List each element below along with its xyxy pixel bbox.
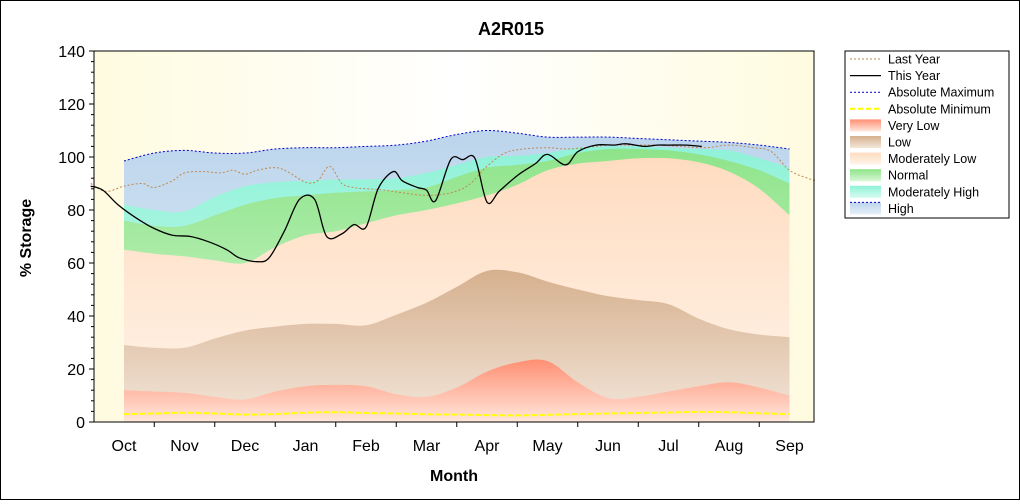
y-tick-label: 120 [58, 97, 85, 114]
x-tick-label: Jul [658, 438, 678, 455]
x-tick-label: Apr [475, 438, 501, 455]
y-tick-label: 140 [58, 44, 85, 61]
this-year-line [90, 143, 702, 263]
y-tick-label: 40 [67, 309, 85, 326]
y-tick-label: 60 [67, 256, 85, 273]
chart-title: A2R015 [478, 19, 544, 39]
x-tick-label: May [532, 438, 562, 455]
absolute-minimum-line [123, 410, 790, 417]
x-tick-label: Nov [170, 438, 198, 455]
y-tick-label: 0 [76, 415, 85, 432]
y-axis-label: % Storage [18, 199, 35, 277]
y-tick-label: 20 [67, 362, 85, 379]
plot-border [93, 50, 815, 423]
x-tick-label: Aug [715, 438, 743, 455]
legend-label-absolute-maximum: Absolute Maximum [888, 86, 994, 100]
legend-label-this-year: This Year [888, 69, 940, 83]
x-tick-label: Oct [112, 438, 137, 455]
x-tick-label: Mar [413, 438, 441, 455]
legend-swatch-very-low [850, 119, 881, 132]
legend-swatch-moderately-high [850, 185, 881, 198]
legend-label-moderately-high: Moderately High [888, 185, 979, 199]
y-tick-label: 80 [67, 203, 85, 220]
legend-swatch-low [850, 136, 881, 148]
legend-swatch-normal [850, 169, 881, 182]
x-tick-label: Jan [293, 438, 319, 455]
x-axis-label: Month [430, 468, 478, 485]
legend-label-very-low: Very Low [888, 119, 940, 133]
x-tick-label: Sep [775, 438, 804, 455]
x-tick-label: Jun [595, 438, 621, 455]
band-low [124, 269, 790, 422]
legend-swatch-moderately-low [850, 152, 881, 165]
x-tick-label: Feb [352, 438, 380, 455]
legend-label-low: Low [888, 136, 912, 150]
legend: Last Year This Year Absolute Maximum Absolu… [844, 50, 1010, 219]
legend-label-moderately-low: Moderately Low [888, 152, 977, 166]
last-year-line [90, 144, 817, 196]
y-tick-label: 100 [58, 150, 85, 167]
band-very-low [124, 359, 790, 422]
legend-label-absolute-minimum: Absolute Minimum [888, 102, 991, 116]
legend-label-high: High [888, 202, 914, 216]
legend-label-last-year: Last Year [888, 53, 940, 67]
absolute-maximum-line [123, 129, 790, 162]
x-tick-label: Dec [231, 438, 259, 455]
legend-swatch-high [850, 202, 881, 215]
legend-label-normal: Normal [888, 169, 928, 183]
